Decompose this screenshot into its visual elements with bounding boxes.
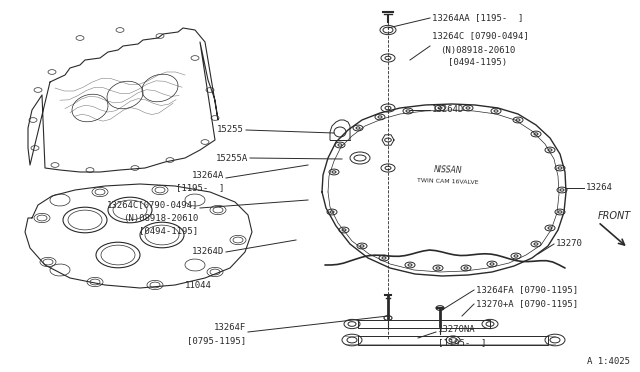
Text: 13270+A [0790-1195]: 13270+A [0790-1195] [476, 299, 578, 308]
Text: 15255: 15255 [217, 125, 244, 135]
Text: 13264D: 13264D [432, 106, 464, 115]
Text: 13264AA [1195-  ]: 13264AA [1195- ] [432, 13, 524, 22]
Text: A 1:4025: A 1:4025 [587, 357, 630, 366]
Text: 13264F: 13264F [214, 324, 246, 333]
Text: (N)08918-20610: (N)08918-20610 [123, 214, 198, 222]
Text: 13264: 13264 [586, 183, 613, 192]
Text: [0494-1195): [0494-1195) [448, 58, 507, 67]
Text: 13270NA: 13270NA [438, 326, 476, 334]
Text: 13264A: 13264A [192, 170, 224, 180]
Text: NISSAN: NISSAN [434, 165, 462, 175]
Text: (N)08918-20610: (N)08918-20610 [440, 45, 515, 55]
Text: TWIN CAM 16VALVE: TWIN CAM 16VALVE [417, 179, 479, 186]
Text: 11044: 11044 [184, 280, 211, 289]
Text: 13264D: 13264D [192, 247, 224, 257]
Text: [0795-1195]: [0795-1195] [187, 337, 246, 346]
Text: 15255A: 15255A [216, 154, 248, 163]
Text: [1195-  ]: [1195- ] [175, 183, 224, 192]
Text: [1195-  ]: [1195- ] [438, 339, 486, 347]
Text: 13264FA [0790-1195]: 13264FA [0790-1195] [476, 285, 578, 295]
Text: 13264C [0790-0494]: 13264C [0790-0494] [432, 32, 529, 41]
Text: FRONT: FRONT [598, 211, 631, 221]
Text: 13270: 13270 [556, 240, 583, 248]
Text: 13264C[0790-0494]: 13264C[0790-0494] [107, 201, 198, 209]
Text: [0494-1195]: [0494-1195] [139, 227, 198, 235]
